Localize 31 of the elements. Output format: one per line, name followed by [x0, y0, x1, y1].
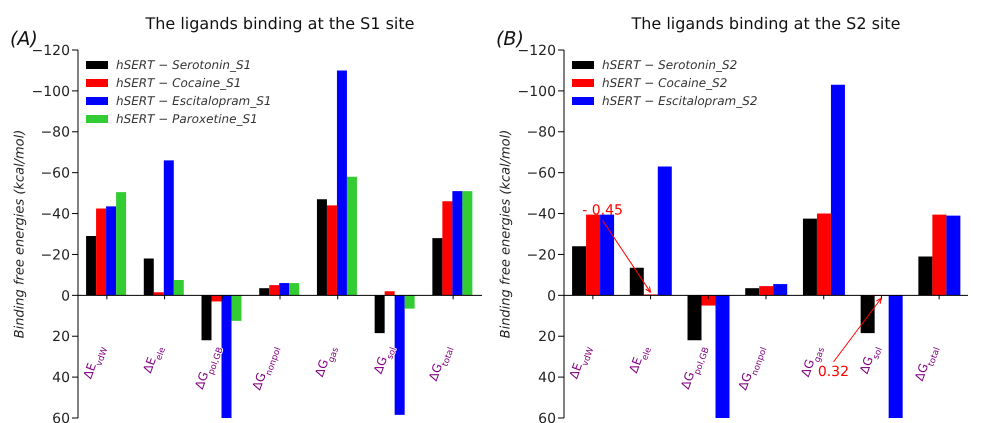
y-tick-label: −20 [40, 247, 70, 264]
y-tick-label: 40 [52, 370, 70, 386]
y-tick-label: −60 [40, 166, 70, 182]
legend-label: hSERT − Serotonin_S1 [116, 57, 252, 74]
y-tick-label: 20 [538, 329, 556, 346]
y-tick-label: −80 [40, 124, 70, 141]
y-tick-label: 20 [52, 329, 70, 346]
y-tick-label: −40 [526, 206, 556, 223]
y-tick-label: −100 [518, 84, 556, 100]
y-tick-label: 0 [547, 288, 556, 304]
y-tick-label: 60 [52, 410, 70, 423]
y-tick-label: 40 [538, 370, 556, 386]
legend-label: hSERT − Escitalopram_S2 [602, 93, 758, 110]
y-tick-label: 60 [538, 410, 556, 423]
legend-label: hSERT − Cocaine_S1 [116, 75, 242, 92]
legend-label: hSERT − Paroxetine_S1 [116, 111, 258, 128]
annotation: - 0.45 [582, 202, 623, 218]
legend-label: hSERT − Serotonin_S2 [602, 57, 738, 74]
annotation: 0.32 [818, 364, 850, 380]
legend-label: hSERT − Cocaine_S2 [602, 75, 728, 92]
y-tick-label: −40 [40, 206, 70, 223]
legend-label: hSERT − Escitalopram_S1 [116, 93, 272, 110]
y-axis-title: Binding free energies (kcal/mol) [498, 130, 514, 338]
y-tick-label: −80 [526, 124, 556, 141]
y-axis-title: Binding free energies (kcal/mol) [12, 130, 28, 338]
chart-title: The ligands binding at the S1 site [144, 14, 416, 33]
y-tick-label: −100 [32, 84, 70, 100]
y-tick-label: 0 [61, 288, 70, 304]
y-tick-label: −60 [526, 166, 556, 182]
chart-title: The ligands binding at the S2 site [630, 14, 902, 33]
y-tick-label: −20 [526, 247, 556, 264]
